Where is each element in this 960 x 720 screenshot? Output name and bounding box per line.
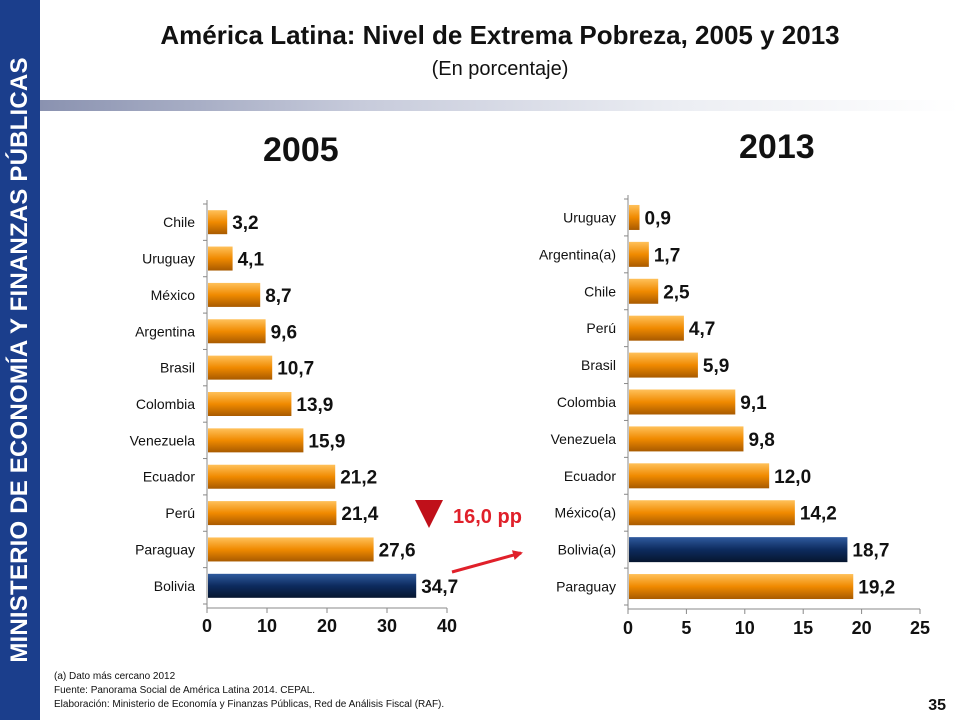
category-label: Uruguay — [563, 209, 616, 225]
value-label: 5,9 — [703, 356, 729, 377]
page-number: 35 — [928, 697, 946, 714]
bar — [208, 573, 417, 598]
x-tick-label: 0 — [623, 618, 633, 638]
decrease-triangle-icon — [415, 500, 443, 528]
value-label: 18,7 — [852, 541, 889, 562]
category-label: Brasil — [160, 360, 195, 376]
value-label: 19,2 — [858, 578, 895, 599]
x-tick-label: 20 — [852, 618, 872, 638]
x-tick-label: 20 — [317, 616, 337, 636]
chart-title: América Latina: Nivel de Extrema Pobreza… — [160, 20, 840, 50]
bar — [629, 574, 854, 600]
category-label: Ecuador — [143, 469, 195, 485]
x-tick-label: 5 — [681, 618, 691, 638]
category-label: Venezuela — [130, 432, 196, 448]
category-label: Paraguay — [135, 541, 195, 557]
value-label: 4,1 — [238, 250, 265, 271]
value-label: 34,7 — [421, 577, 458, 598]
bar — [629, 389, 736, 415]
x-tick-label: 25 — [910, 618, 930, 638]
bar — [208, 319, 266, 344]
value-label: 12,0 — [774, 467, 811, 488]
value-label: 15,9 — [308, 431, 345, 452]
bar — [208, 537, 374, 562]
value-label: 3,2 — [232, 213, 258, 234]
category-label: Chile — [163, 214, 195, 230]
category-label: Colombia — [136, 396, 195, 412]
category-label: Colombia — [557, 394, 616, 410]
chart-2005-year-title: 2005 — [263, 131, 339, 169]
bar — [629, 241, 649, 267]
bar — [629, 500, 795, 526]
value-label: 27,6 — [379, 540, 416, 561]
category-label: México — [151, 287, 196, 303]
value-label: 21,4 — [341, 504, 378, 525]
bar — [208, 428, 304, 453]
sidebar-band: MINISTERIO DE ECONOMÍA Y FINANZAS PÚBLIC… — [0, 0, 40, 720]
bar — [629, 537, 848, 563]
category-label: Brasil — [581, 357, 616, 373]
footnote-a: (a) Dato más cercano 2012 — [54, 671, 176, 682]
chart-subtitle: (En porcentaje) — [431, 58, 569, 80]
bar — [629, 278, 659, 304]
x-tick-label: 10 — [257, 616, 277, 636]
category-label: Argentina(a) — [539, 246, 616, 262]
x-tick-label: 40 — [437, 616, 457, 636]
bar — [208, 501, 337, 526]
chart-2013-year-title: 2013 — [739, 128, 815, 166]
category-label: Perú — [165, 505, 195, 521]
bar — [629, 463, 770, 489]
category-label: Bolivia(a) — [558, 542, 616, 558]
category-label: Bolivia — [154, 578, 195, 594]
value-label: 4,7 — [689, 319, 715, 340]
x-tick-label: 0 — [202, 616, 212, 636]
value-label: 2,5 — [663, 282, 690, 303]
bar — [208, 210, 228, 235]
category-label: Paraguay — [556, 579, 616, 595]
prepared-by-note: Elaboración: Ministerio de Economía y Fi… — [54, 699, 445, 710]
value-label: 13,9 — [296, 395, 333, 416]
chart-2013: Uruguay 0,9 Argentina(a) 1,7 Chile 2,5 Perú 4,7… — [539, 195, 930, 638]
value-label: 14,2 — [800, 504, 837, 525]
value-label: 9,6 — [271, 322, 297, 343]
category-label: México(a) — [555, 505, 616, 521]
value-label: 1,7 — [654, 245, 680, 266]
x-tick-label: 30 — [377, 616, 397, 636]
chart-2005: Chile 3,2 Uruguay 4,1 México 8,7 Argentina 9,6 B… — [130, 200, 458, 636]
bar — [208, 464, 336, 489]
bar — [629, 315, 684, 341]
footnotes: (a) Dato más cercano 2012 Fuente: Panora… — [54, 670, 444, 712]
change-annotation: 16,0 pp — [453, 506, 522, 528]
value-label: 8,7 — [265, 286, 291, 307]
bar — [208, 282, 261, 307]
value-label: 21,2 — [340, 468, 377, 489]
bar — [629, 426, 744, 452]
category-label: Ecuador — [564, 468, 616, 484]
header-gradient-bar — [40, 100, 960, 111]
value-label: 9,8 — [748, 430, 774, 451]
bar — [629, 204, 640, 230]
value-label: 10,7 — [277, 359, 314, 380]
category-label: Perú — [586, 320, 616, 336]
bar — [208, 355, 273, 380]
value-label: 0,9 — [645, 208, 671, 229]
source-note: Fuente: Panorama Social de América Latin… — [54, 685, 316, 696]
category-label: Venezuela — [551, 431, 617, 447]
bar — [208, 392, 292, 416]
x-tick-label: 15 — [793, 618, 813, 638]
bar — [629, 352, 698, 378]
value-label: 9,1 — [740, 393, 767, 414]
bar — [208, 246, 233, 271]
category-label: Uruguay — [142, 251, 195, 267]
category-label: Chile — [584, 283, 616, 299]
x-tick-label: 10 — [735, 618, 755, 638]
category-label: Argentina — [135, 323, 195, 339]
change-arrow-icon — [451, 550, 523, 574]
